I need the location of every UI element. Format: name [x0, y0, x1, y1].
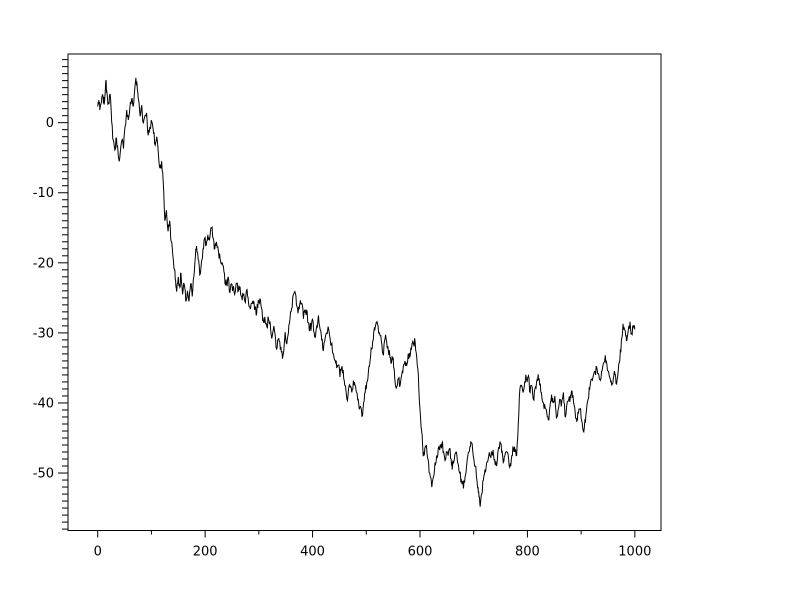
- y-tick-label: -20: [33, 256, 54, 271]
- x-axis-major-ticks: 0 200 400 600 800 1000: [94, 530, 651, 560]
- y-tick-label: -30: [33, 326, 54, 341]
- x-tick-label: 0: [94, 545, 102, 560]
- y-tick-label: -10: [33, 186, 54, 201]
- x-tick-label: 400: [300, 545, 325, 560]
- series-line: [97, 77, 636, 507]
- x-tick-label: 800: [515, 545, 540, 560]
- x-axis-minor-ticks: [150, 530, 582, 535]
- plot-frame: [67, 53, 662, 531]
- y-tick-label: 0: [46, 116, 54, 131]
- x-tick-label: 600: [408, 545, 433, 560]
- x-tick-label: 1000: [618, 545, 651, 560]
- y-axis-major-ticks: 0 -10 -20 -30 -40 -50: [33, 116, 68, 482]
- y-tick-label: -50: [33, 467, 54, 482]
- y-tick-label: -40: [33, 396, 54, 411]
- x-tick-label: 200: [193, 545, 218, 560]
- y-axis-minor-ticks: [62, 59, 68, 530]
